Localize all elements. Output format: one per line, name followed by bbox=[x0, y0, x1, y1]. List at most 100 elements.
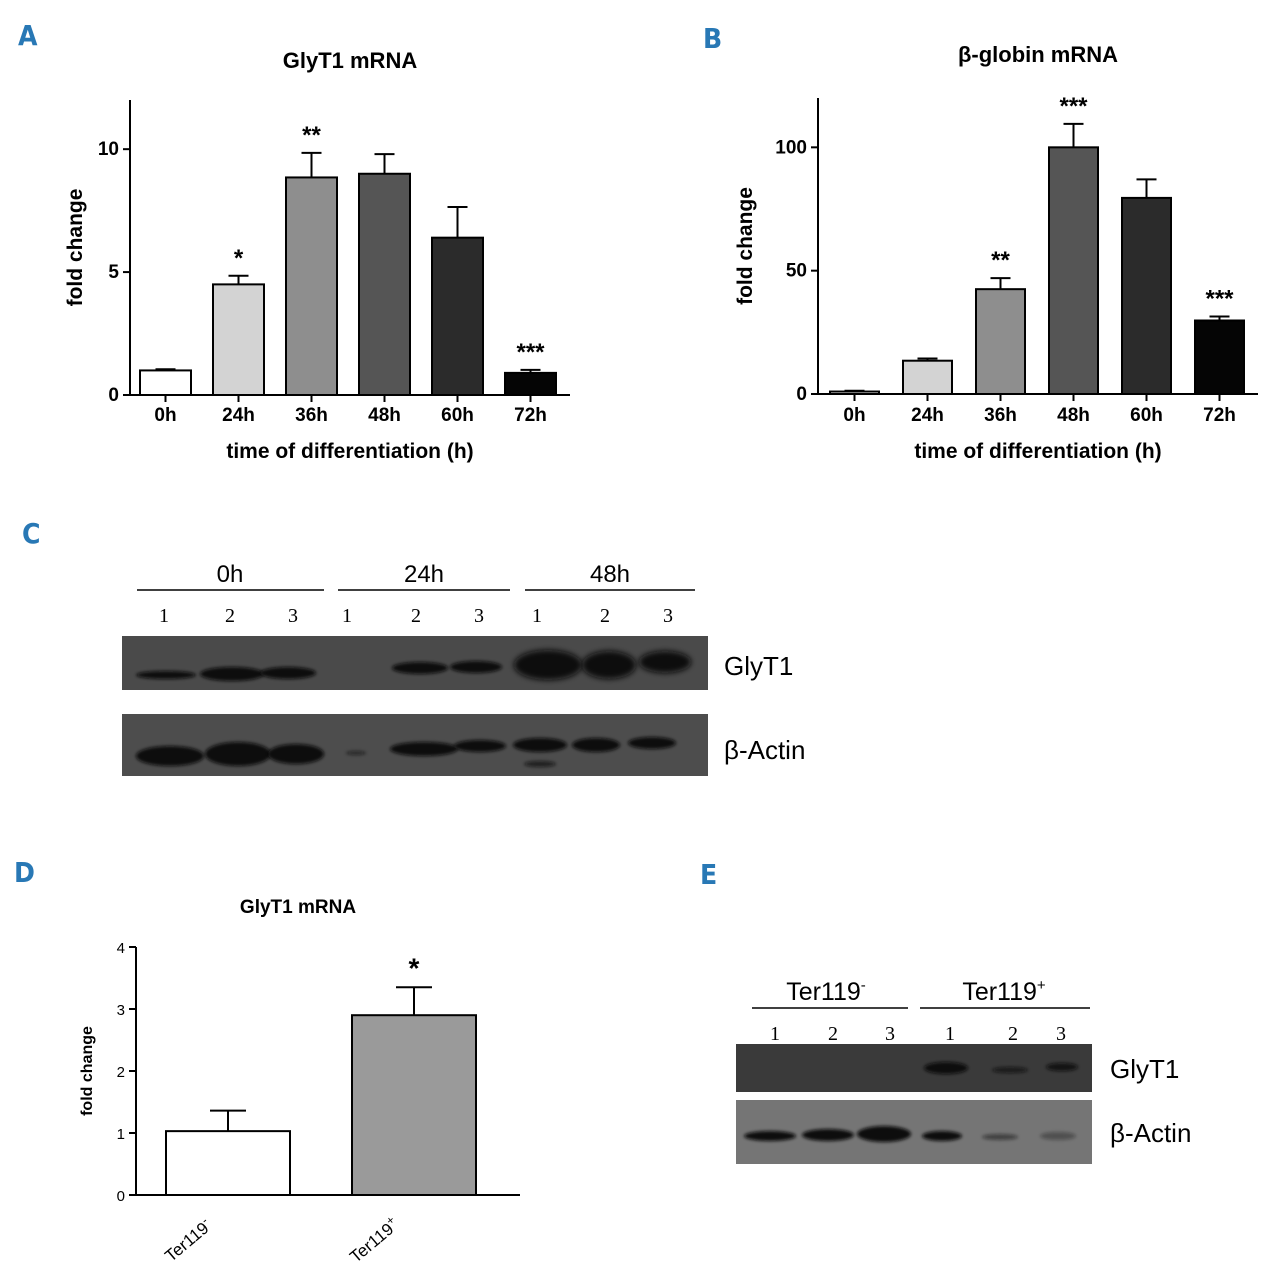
blot-c-lane-number: 3 bbox=[474, 605, 484, 627]
chart-b-beta-globin-mrna: 0 50 100 β-globin mRNA fold change 0h 24h ** 36h… bbox=[734, 42, 1258, 463]
y-tick-label: 0 bbox=[117, 1188, 125, 1205]
bar bbox=[285, 176, 338, 396]
blot-band bbox=[454, 740, 506, 752]
blot-e-glyt1-strip bbox=[736, 1044, 1092, 1092]
y-tick-label: 0 bbox=[796, 384, 807, 405]
panel-letter-e: E bbox=[700, 858, 717, 891]
significance-label: ** bbox=[302, 122, 321, 149]
blot-band bbox=[924, 1062, 968, 1074]
blot-band bbox=[639, 651, 691, 673]
bar bbox=[829, 390, 880, 395]
blot-band bbox=[628, 737, 676, 749]
blot-c-group-0h: 0h bbox=[217, 561, 244, 588]
western-blot-c: 0h 24h 48h 1 2 3 1 2 3 1 2 3 bbox=[122, 561, 805, 776]
blot-e-row-label-actin: β-Actin bbox=[1110, 1118, 1191, 1148]
blot-c-row-label-glyt1: GlyT1 bbox=[724, 651, 793, 681]
x-axis-label: time of differentiation (h) bbox=[914, 440, 1161, 463]
x-tick-label: Ter119- bbox=[159, 1214, 215, 1266]
y-tick-label: 5 bbox=[108, 262, 119, 283]
y-tick-label: 3 bbox=[117, 1002, 125, 1019]
bar bbox=[902, 359, 953, 396]
blot-band bbox=[857, 1126, 911, 1142]
panel-letter-d: D bbox=[14, 856, 35, 889]
bar bbox=[1121, 196, 1172, 395]
blot-band bbox=[260, 667, 316, 679]
blot-c-lane-number: 2 bbox=[225, 605, 235, 627]
blot-c-lane-number: 2 bbox=[411, 605, 421, 627]
blot-band bbox=[205, 742, 271, 766]
y-axis-label: fold change bbox=[734, 187, 757, 305]
bar bbox=[358, 172, 411, 396]
blot-e-lane-number: 3 bbox=[885, 1023, 895, 1045]
blot-band bbox=[1040, 1132, 1076, 1140]
blot-c-lane-number: 1 bbox=[159, 605, 169, 627]
x-tick-label: 36h bbox=[295, 405, 328, 426]
blot-band bbox=[744, 1131, 796, 1141]
significance-label: *** bbox=[516, 339, 545, 366]
blot-band bbox=[513, 738, 567, 752]
blot-c-lane-number: 1 bbox=[342, 605, 352, 627]
blot-band bbox=[392, 662, 448, 674]
bar bbox=[139, 369, 192, 396]
panel-letter-c: C bbox=[22, 517, 40, 550]
blot-e-actin-bands bbox=[744, 1126, 1076, 1142]
blot-e-actin-strip bbox=[736, 1100, 1092, 1164]
y-axis-label: fold change bbox=[79, 1026, 96, 1116]
y-axis-label: fold change bbox=[64, 189, 87, 307]
blot-c-lane-number: 3 bbox=[663, 605, 673, 627]
x-tick-label: 0h bbox=[154, 405, 176, 426]
x-tick-label: 48h bbox=[368, 405, 401, 426]
blot-band bbox=[922, 1131, 962, 1141]
significance-label: *** bbox=[1059, 93, 1088, 120]
x-tick-label: 48h bbox=[1057, 405, 1090, 426]
blot-band bbox=[802, 1129, 854, 1141]
blot-band bbox=[1046, 1063, 1078, 1071]
blot-c-glyt1-bands bbox=[136, 650, 691, 681]
x-tick-label: Ter119+ bbox=[344, 1213, 402, 1267]
blot-e-lane-number: 1 bbox=[770, 1023, 780, 1045]
blot-band bbox=[992, 1067, 1028, 1073]
chart-title: GlyT1 mRNA bbox=[240, 897, 356, 918]
blot-band bbox=[450, 661, 502, 673]
chart-title: β-globin mRNA bbox=[958, 42, 1118, 67]
blot-band bbox=[524, 761, 556, 767]
x-tick-label: 60h bbox=[441, 405, 474, 426]
blot-e-lane-number: 1 bbox=[945, 1023, 955, 1045]
blot-c-group-48h: 48h bbox=[590, 561, 630, 588]
blot-c-lane-number: 3 bbox=[288, 605, 298, 627]
y-tick-label: 50 bbox=[786, 261, 807, 282]
blot-band bbox=[268, 744, 324, 764]
x-tick-label: 24h bbox=[222, 405, 255, 426]
significance-label: * bbox=[234, 245, 244, 272]
bar bbox=[975, 288, 1026, 395]
x-axis-label: time of differentiation (h) bbox=[226, 440, 473, 463]
y-tick-label: 4 bbox=[117, 940, 125, 957]
bar bbox=[1048, 146, 1099, 395]
bar bbox=[1194, 319, 1245, 396]
panel-letter-b: B bbox=[703, 22, 722, 55]
blot-c-group-24h: 24h bbox=[404, 561, 444, 588]
bar bbox=[504, 371, 557, 396]
significance-label: *** bbox=[1205, 286, 1234, 313]
bar bbox=[165, 1130, 291, 1197]
blot-e-row-label-glyt1: GlyT1 bbox=[1110, 1054, 1179, 1084]
significance-label: * bbox=[409, 952, 420, 983]
blot-band bbox=[514, 650, 582, 680]
blot-c-lane-number: 2 bbox=[600, 605, 610, 627]
blot-band bbox=[982, 1134, 1018, 1140]
blot-e-lane-number: 2 bbox=[1008, 1023, 1018, 1045]
chart-a-glyt1-mrna: 0 5 10 GlyT1 mRNA fold change 0h * 24h ** 36h 48h 6… bbox=[64, 48, 570, 463]
y-tick-label: 10 bbox=[98, 139, 119, 160]
blot-band bbox=[200, 667, 264, 681]
blot-band bbox=[136, 746, 204, 766]
x-tick-label: 72h bbox=[1203, 405, 1236, 426]
x-tick-label: 0h bbox=[843, 405, 865, 426]
y-tick-label: 2 bbox=[117, 1064, 125, 1081]
panel-letter-a: A bbox=[18, 19, 38, 52]
chart-d-glyt1-mrna-ter119: 0 1 2 3 4 GlyT1 mRNA fold change Ter119- * Ter119… bbox=[79, 897, 520, 1267]
x-tick-label: 24h bbox=[911, 405, 944, 426]
y-tick-label: 100 bbox=[775, 137, 807, 158]
bar bbox=[351, 1014, 477, 1197]
blot-e-group-ter119-pos: Ter119+ bbox=[962, 977, 1046, 1006]
